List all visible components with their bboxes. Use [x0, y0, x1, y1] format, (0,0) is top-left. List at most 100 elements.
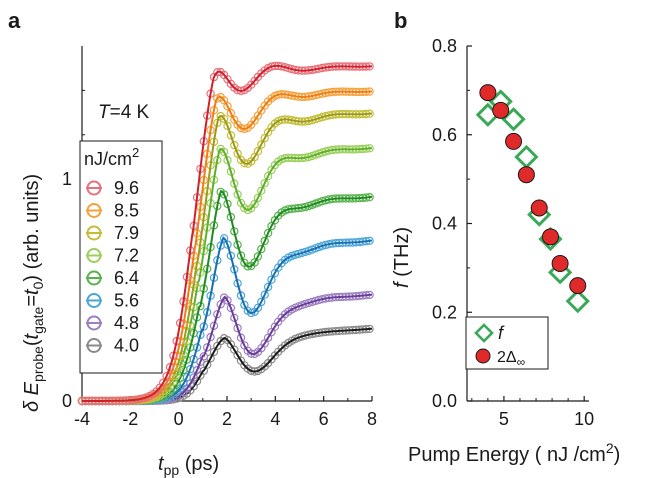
- data-point: [257, 186, 266, 195]
- data-point: [253, 146, 263, 156]
- x-tick-label: 0: [174, 409, 184, 429]
- panel-a-legend: nJ/cm2 9.6 8.57.9 7.26.4 5.64.8 4.0: [79, 140, 163, 374]
- panel-b-ticks: [467, 45, 585, 402]
- data-point: [263, 228, 273, 238]
- panel-label-a: a: [8, 8, 21, 33]
- x-tick-label: -4: [74, 409, 90, 429]
- x-tick-label: 10: [574, 409, 594, 429]
- data-point: [257, 140, 266, 149]
- data-point: [230, 313, 239, 322]
- data-point: [219, 114, 229, 124]
- panel-a-tick-labels: -4 -2 0 2 4 6 8 0 1: [62, 169, 377, 429]
- fit-line: [82, 64, 373, 402]
- delta-point: [492, 101, 510, 119]
- x-tick-label: 2: [222, 409, 232, 429]
- data-point: [233, 149, 242, 158]
- delta-point: [530, 199, 548, 217]
- data-point: [223, 155, 232, 165]
- legend-f-marker: [474, 323, 494, 343]
- data-point: [219, 234, 229, 243]
- panel-b-points: [475, 84, 590, 314]
- panel-b-x-label: Pump Energy ( nJ /cm2): [408, 440, 620, 466]
- data-point: [236, 251, 246, 260]
- data-point: [226, 303, 236, 313]
- data-point: [257, 297, 266, 307]
- data-point: [250, 199, 259, 209]
- data-point: [223, 121, 232, 131]
- y-tick-label: 1: [62, 169, 72, 189]
- f-point: [565, 289, 590, 314]
- panel-b-chart: 5 10 0.0 0.2 0.4 0.6 0.8 f 2Δ∞ Pump Energy ( n…: [391, 36, 620, 466]
- data-point: [216, 300, 225, 309]
- data-point: [226, 131, 236, 140]
- legend-label: 6.4: [114, 268, 139, 288]
- data-point: [253, 252, 263, 261]
- data-point: [223, 101, 232, 111]
- delta-point: [517, 166, 535, 184]
- delta-point: [505, 132, 523, 150]
- data-point: [202, 343, 212, 352]
- data-point: [226, 108, 236, 118]
- temperature-annotation: T=4 K: [98, 102, 150, 123]
- data-point: [165, 363, 175, 372]
- x-tick-label: 4: [270, 409, 280, 429]
- data-point: [267, 275, 276, 284]
- panel-b-y-label: f (THz): [391, 227, 413, 288]
- panel-b-tick-labels: 5 10 0.0 0.2 0.4 0.6 0.8: [432, 36, 594, 429]
- data-point: [162, 371, 171, 381]
- series-9.6: [77, 61, 374, 406]
- legend-label: 9.6: [114, 178, 139, 198]
- delta-point: [479, 84, 497, 102]
- legend-label: 7.9: [114, 223, 139, 243]
- delta-point: [541, 228, 559, 246]
- legend-label: 7.2: [114, 246, 139, 266]
- y-tick-label: 0.8: [432, 36, 457, 56]
- legend-label: 4.8: [114, 313, 139, 333]
- data-point: [260, 290, 269, 299]
- data-point: [158, 378, 168, 387]
- data-point: [257, 244, 266, 254]
- data-point: [263, 282, 273, 292]
- f-point: [514, 144, 539, 170]
- data-point: [219, 147, 229, 157]
- f-point: [547, 260, 573, 285]
- legend-box: [79, 140, 163, 374]
- delta-point: [551, 254, 569, 272]
- data-point: [253, 193, 263, 203]
- legend-delta-label: 2Δ∞: [497, 349, 525, 369]
- data-point: [202, 360, 212, 369]
- series-f: [475, 89, 590, 314]
- data-point: [206, 332, 215, 342]
- y-tick-label: 0.6: [432, 125, 457, 145]
- data-point: [260, 178, 269, 188]
- panel-a-chart: -4 -2 0 2 4 6 8 0 1 T=4 K nJ/cm2 9.6 8.57.9 7.26.4…: [21, 46, 377, 478]
- y-tick-label: 0: [62, 391, 72, 411]
- legend-title: nJ/cm2: [84, 145, 139, 169]
- x-tick-label: 6: [319, 409, 329, 429]
- series-2delta: [479, 84, 587, 295]
- panel-a-x-label: tpp (ps): [158, 453, 219, 478]
- data-point: [223, 296, 232, 305]
- panel-a-y-label: δ Eprobe(tgate=t0) (arb. units): [21, 174, 46, 412]
- x-tick-label: -2: [122, 409, 138, 429]
- data-point: [236, 333, 246, 342]
- data-point: [223, 240, 232, 249]
- data-point: [213, 310, 222, 319]
- legend-delta-marker: [475, 348, 491, 364]
- x-tick-label: 8: [367, 409, 377, 429]
- legend-label: 5.6: [114, 291, 139, 311]
- legend-label: 8.5: [114, 201, 139, 221]
- data-point: [233, 190, 242, 199]
- panel-a-series: [77, 61, 374, 406]
- delta-point: [569, 277, 587, 295]
- data-point: [199, 352, 208, 361]
- x-tick-label: 5: [499, 409, 509, 429]
- panel-label-b: b: [394, 8, 407, 33]
- y-tick-label: 0.2: [432, 302, 457, 322]
- data-point: [260, 236, 269, 246]
- data-point: [230, 140, 239, 150]
- y-tick-label: 0.0: [432, 391, 457, 411]
- data-point: [263, 171, 273, 181]
- panel-b-legend: f 2Δ∞: [465, 316, 549, 370]
